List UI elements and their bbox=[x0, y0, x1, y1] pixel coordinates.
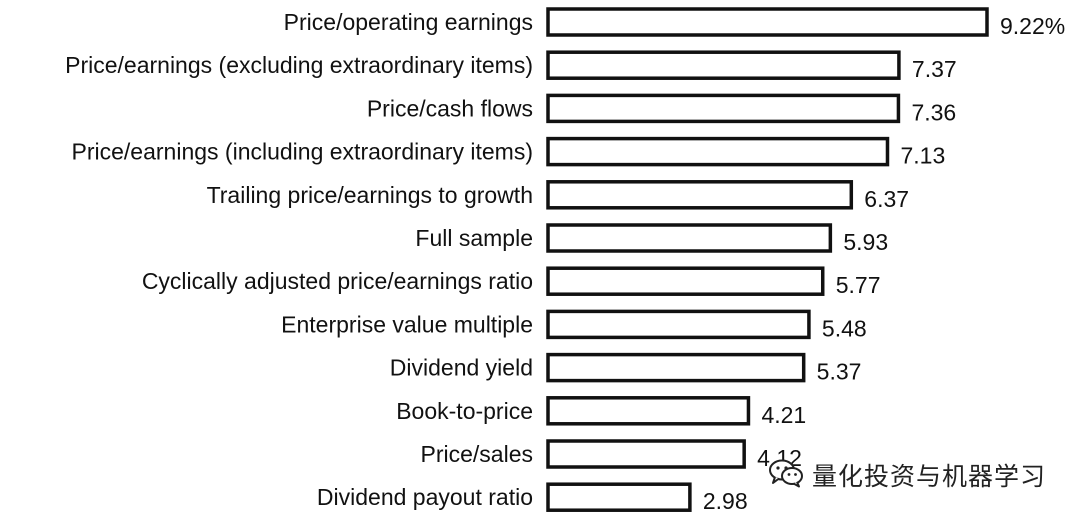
value-label: 5.48 bbox=[822, 315, 867, 341]
value-labels: 9.22% 7.37 7.36 7.13 6.37 5.93 5.77 5.48 5.37 4.2… bbox=[703, 13, 1065, 514]
bar bbox=[546, 223, 833, 253]
bar bbox=[546, 439, 746, 469]
category-label: Price/operating earnings bbox=[284, 9, 533, 35]
category-label: Book-to-price bbox=[396, 398, 533, 424]
wechat-icon bbox=[768, 458, 804, 493]
bar bbox=[546, 266, 825, 296]
value-label: 7.36 bbox=[911, 99, 956, 125]
category-label: Price/earnings (excluding extraordinary … bbox=[65, 52, 533, 78]
category-label: Enterprise value multiple bbox=[281, 311, 533, 337]
bar bbox=[546, 93, 901, 124]
bar bbox=[546, 352, 806, 383]
category-labels: Price/operating earnings Price/earnings (… bbox=[65, 9, 533, 510]
category-label: Trailing price/earnings to growth bbox=[207, 182, 533, 208]
value-label: 2.98 bbox=[703, 488, 748, 514]
bar bbox=[546, 396, 751, 426]
value-label: 4.21 bbox=[761, 402, 806, 428]
bar bbox=[546, 50, 901, 80]
category-label: Full sample bbox=[415, 225, 533, 251]
bar bbox=[546, 7, 989, 37]
value-label: 5.37 bbox=[817, 359, 862, 385]
watermark-text: 量化投资与机器学习 bbox=[812, 462, 1047, 491]
category-label: Price/earnings (including extraordinary … bbox=[72, 139, 533, 165]
bar bbox=[546, 309, 811, 340]
category-label: Cyclically adjusted price/earnings ratio bbox=[142, 268, 533, 294]
value-label: 7.13 bbox=[900, 143, 945, 169]
bar bbox=[546, 482, 692, 512]
category-label: Dividend payout ratio bbox=[317, 484, 533, 510]
category-label: Price/cash flows bbox=[367, 95, 533, 121]
value-label: 6.37 bbox=[864, 186, 909, 212]
value-label: 5.93 bbox=[843, 229, 888, 255]
value-label: 7.37 bbox=[912, 56, 957, 82]
bar bbox=[546, 136, 890, 167]
value-label: 9.22% bbox=[1000, 13, 1065, 39]
bar bbox=[546, 180, 854, 210]
category-label: Dividend yield bbox=[390, 355, 533, 381]
bars bbox=[546, 7, 989, 512]
value-label: 5.77 bbox=[836, 272, 881, 298]
watermark: 量化投资与机器学习 bbox=[768, 457, 1046, 493]
category-label: Price/sales bbox=[421, 441, 533, 467]
